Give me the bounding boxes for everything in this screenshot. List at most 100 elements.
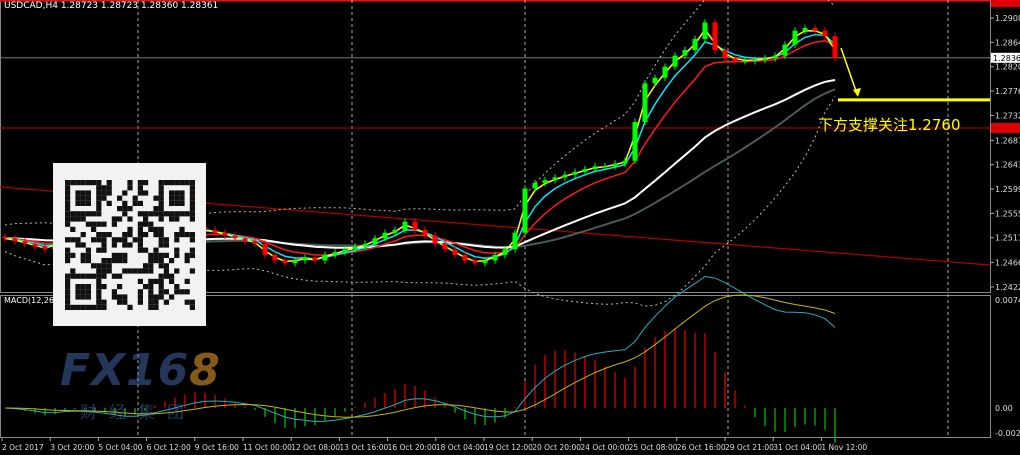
candle-body	[422, 229, 428, 236]
candle-body	[402, 221, 408, 230]
x-tick-label: 3 Oct 20:00	[50, 443, 94, 452]
candle-body	[512, 232, 518, 250]
qr-code	[53, 163, 206, 326]
candle-body	[622, 160, 628, 164]
symbol-header: USDCAD,H4 1.28723 1.28723 1.28360 1.2836…	[4, 1, 219, 11]
y-tick-label: 1.28640	[995, 38, 1020, 47]
candle-body	[492, 254, 498, 261]
candle-body	[262, 243, 268, 255]
candle-body	[432, 235, 438, 244]
candle-body	[242, 238, 248, 242]
x-tick-label: 31 Oct 04:00	[773, 443, 822, 452]
candle-body	[752, 60, 758, 62]
candle-body	[702, 22, 708, 40]
candle-body	[322, 254, 328, 261]
price-marker-level	[991, 123, 1020, 133]
candle-body	[342, 249, 348, 253]
candle-body	[482, 260, 488, 264]
candle-body	[542, 180, 548, 183]
current-price-box	[991, 52, 1020, 63]
candle-body	[592, 166, 598, 170]
x-tick-label: 1 Nov 12:00	[821, 443, 867, 452]
macd-y-tick-label: 0.00	[995, 404, 1013, 413]
y-tick-label: 1.25110	[995, 234, 1020, 243]
candle-body	[672, 55, 678, 67]
candle-body	[732, 58, 738, 62]
candle-body	[222, 232, 228, 236]
candle-body	[662, 66, 668, 78]
candle-body	[562, 174, 568, 178]
candle-body	[472, 260, 478, 264]
candle-body	[462, 254, 468, 261]
y-tick-label: 1.27320	[995, 111, 1020, 120]
macd-line	[4, 275, 836, 423]
x-tick-label: 2 Oct 2017	[2, 443, 44, 452]
candle-body	[612, 163, 618, 167]
candle-body	[282, 260, 288, 264]
candle-body	[412, 221, 418, 230]
candle-body	[302, 257, 308, 261]
macd-label: MACD(12,26,9)	[4, 296, 65, 305]
x-tick-label: 12 Oct 08:00	[291, 443, 340, 452]
x-tick-label: 24 Oct 00:00	[580, 443, 629, 452]
candle-body	[792, 30, 798, 45]
candle-body	[632, 122, 638, 161]
candle-body	[212, 229, 218, 233]
candle-body	[832, 36, 838, 58]
candle-body	[312, 257, 318, 261]
y-tick-label: 1.24660	[995, 259, 1020, 268]
watermark-subtitle: 财经集团	[80, 403, 196, 423]
x-tick-label: 11 Oct 00:00	[243, 443, 292, 452]
candle-body	[22, 241, 28, 244]
candle-body	[712, 22, 718, 51]
y-tick-label: 1.24220	[995, 283, 1020, 292]
x-tick-label: 9 Oct 16:00	[195, 443, 239, 452]
x-tick-label: 6 Oct 12:00	[147, 443, 191, 452]
price-marker-top	[991, 0, 1020, 7]
candle-body	[372, 238, 378, 244]
candle-body	[572, 171, 578, 175]
candle-body	[642, 83, 648, 123]
candle-body	[2, 236, 8, 239]
x-tick-label: 20 Oct 20:00	[532, 443, 581, 452]
y-tick-label: 1.26870	[995, 136, 1020, 145]
candle-body	[822, 30, 828, 37]
candle-body	[582, 169, 588, 172]
candle-body	[682, 50, 688, 56]
candle-body	[382, 232, 388, 239]
arrow-line	[840, 47, 858, 95]
candle-body	[232, 235, 238, 239]
x-tick-label: 5 Oct 04:00	[98, 443, 142, 452]
x-tick-label: 19 Oct 12:00	[484, 443, 533, 452]
x-tick-label: 25 Oct 08:00	[629, 443, 678, 452]
x-tick-label: 18 Oct 04:00	[436, 443, 485, 452]
candle-body	[802, 27, 808, 31]
macd-frame	[0, 295, 991, 438]
current-price-label: 1.28361	[993, 54, 1020, 63]
candle-body	[742, 61, 748, 63]
x-tick-label: 29 Oct 21:00	[725, 443, 774, 452]
support-annotation: 下方支撑关注1.2760	[818, 116, 961, 134]
candle-body	[772, 55, 778, 59]
candle-body	[392, 229, 398, 233]
y-tick-label: 1.26430	[995, 161, 1020, 170]
macd-signal-line	[4, 294, 836, 418]
y-tick-label: 1.27760	[995, 87, 1020, 96]
watermark-logo: FX168	[60, 345, 221, 396]
candle-body	[762, 58, 768, 61]
y-tick-label: 1.25990	[995, 185, 1020, 194]
x-tick-label: 26 Oct 16:00	[677, 443, 726, 452]
candle-body	[12, 238, 18, 242]
arrow-head-icon	[853, 87, 861, 97]
candle-body	[502, 249, 508, 255]
candle-body	[602, 166, 608, 168]
candle-body	[352, 246, 358, 250]
x-tick-label: 13 Oct 16:00	[339, 443, 388, 452]
candle-body	[452, 249, 458, 255]
candle-body	[812, 27, 818, 31]
candle-body	[272, 254, 278, 261]
macd-y-tick-label: -0.00205	[995, 429, 1020, 438]
candle-body	[782, 44, 788, 56]
candle-body	[652, 77, 658, 84]
candle-body	[442, 243, 448, 250]
